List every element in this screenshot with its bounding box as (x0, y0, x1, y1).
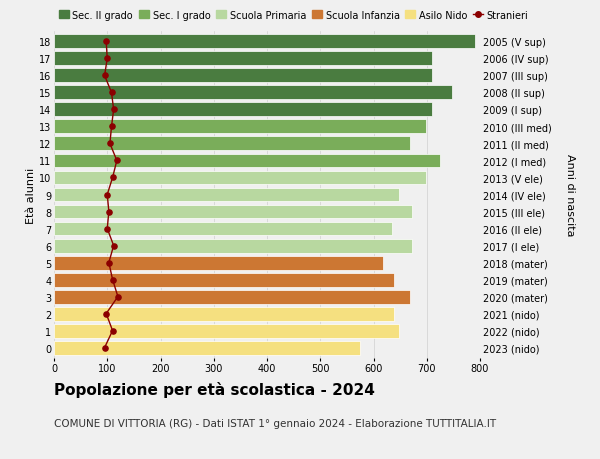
Bar (54, 35, 475, 49)
Point (107, 90, 116, 97)
Bar (54, 239, 412, 253)
Bar (54, 120, 425, 134)
Text: COMUNE DI VITTORIA (RG) - Dati ISTAT 1° gennaio 2024 - Elaborazione TUTTITALIA.I: COMUNE DI VITTORIA (RG) - Dati ISTAT 1° … (54, 418, 496, 428)
Point (100, 344, 109, 352)
Bar (54, 222, 392, 236)
Bar (54, 307, 394, 321)
Point (103, 191, 112, 199)
Bar (54, 188, 399, 202)
Point (109, 242, 118, 250)
Point (107, 123, 116, 131)
Bar (54, 103, 432, 117)
Bar (54, 52, 432, 66)
Text: Popolazione per età scolastica - 2024: Popolazione per età scolastica - 2024 (54, 381, 375, 397)
Bar (54, 324, 399, 338)
Y-axis label: Anni di nascita: Anni di nascita (565, 154, 575, 236)
Point (108, 174, 118, 182)
Y-axis label: Età alunni: Età alunni (26, 167, 36, 223)
Bar (54, 273, 394, 287)
Point (109, 106, 118, 114)
Legend: Sec. II grado, Sec. I grado, Scuola Primaria, Scuola Infanzia, Asilo Nido, Stran: Sec. II grado, Sec. I grado, Scuola Prim… (59, 11, 529, 21)
Point (100, 73, 109, 80)
Point (108, 327, 118, 335)
Bar (54, 171, 425, 185)
Point (104, 208, 113, 216)
Bar (54, 256, 383, 270)
Bar (54, 69, 432, 83)
Point (112, 157, 122, 165)
Bar (54, 290, 410, 304)
Bar (54, 137, 410, 151)
Point (108, 276, 118, 284)
Bar (54, 86, 452, 100)
Point (104, 259, 113, 267)
Bar (54, 341, 360, 355)
Point (101, 310, 111, 318)
Point (105, 140, 115, 148)
Bar (54, 205, 412, 219)
Point (103, 225, 112, 233)
Point (101, 39, 111, 46)
Point (103, 56, 112, 63)
Bar (54, 154, 440, 168)
Point (113, 293, 123, 301)
